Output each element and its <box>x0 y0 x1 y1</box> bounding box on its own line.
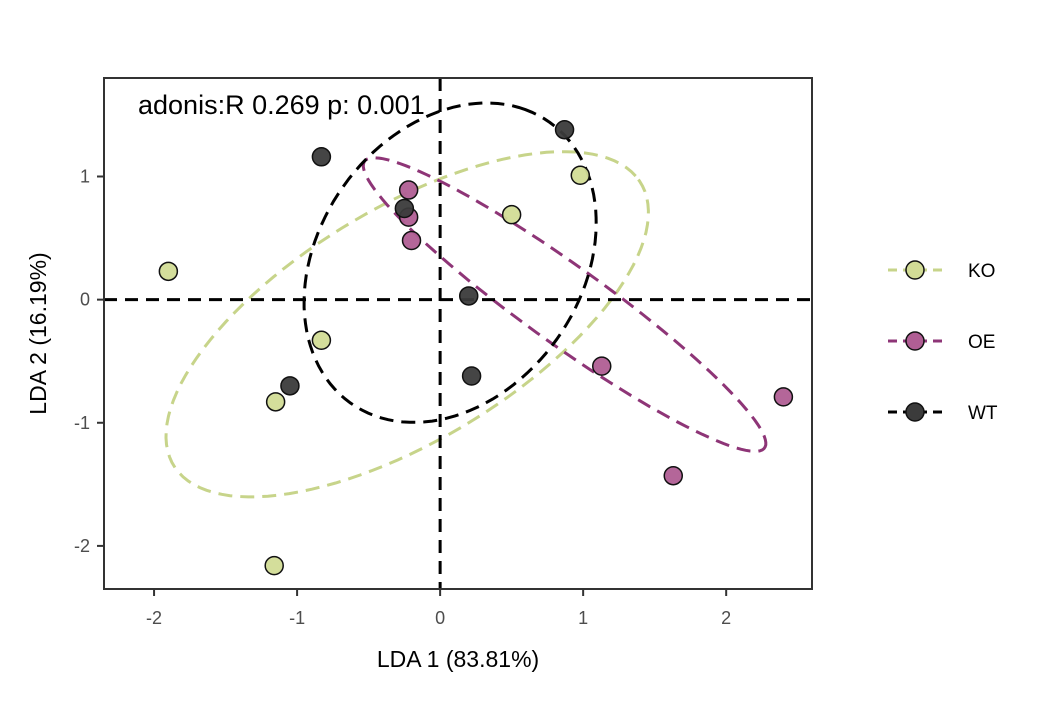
point-wt <box>461 366 482 386</box>
point-ko <box>158 261 179 282</box>
point-wt <box>554 119 575 140</box>
legend-label-wt: WT <box>968 403 998 424</box>
point-ko <box>311 330 332 351</box>
point-oe <box>591 356 612 376</box>
confidence-ellipses <box>164 101 768 499</box>
point-wt <box>458 286 479 306</box>
legend-key-point-ko <box>905 260 925 280</box>
legend-label-oe: OE <box>968 332 995 353</box>
x-tick-label: 0 <box>435 608 445 628</box>
axis-ticks: -2 -1 0 1 2 -2 -1 0 1 <box>74 167 731 628</box>
point-oe <box>401 230 422 251</box>
ellipse-ko <box>164 150 650 499</box>
x-axis-title: LDA 1 (83.81%) <box>377 646 539 672</box>
y-tick-label: -1 <box>74 413 90 433</box>
point-ko <box>264 555 284 576</box>
point-oe <box>663 465 684 486</box>
point-ko <box>501 204 522 225</box>
legend-key-point-wt <box>905 402 925 422</box>
x-tick-label: 2 <box>721 608 731 628</box>
plot-panel-border <box>103 77 813 590</box>
legend-key-point-oe <box>905 331 925 351</box>
x-tick-label: 1 <box>578 608 588 628</box>
point-wt <box>280 376 300 396</box>
legend: KO OE WT <box>888 260 998 424</box>
point-wt <box>311 147 332 167</box>
x-tick-label: -2 <box>146 608 162 628</box>
legend-label-ko: KO <box>968 261 995 282</box>
data-points <box>158 119 794 576</box>
adonis-annotation: adonis:R 0.269 p: 0.001 <box>138 90 425 120</box>
y-axis-title: LDA 2 (16.19%) <box>25 252 51 414</box>
reference-lines <box>104 78 812 589</box>
point-ko <box>265 392 286 412</box>
point-ko <box>570 165 591 186</box>
point-oe <box>398 180 419 200</box>
x-tick-label: -1 <box>289 608 305 628</box>
y-tick-label: -2 <box>74 536 90 556</box>
point-oe <box>773 387 794 407</box>
point-wt <box>394 198 415 219</box>
y-tick-label: 0 <box>80 290 90 310</box>
ellipse-wt <box>302 101 598 424</box>
y-tick-label: 1 <box>80 167 90 187</box>
